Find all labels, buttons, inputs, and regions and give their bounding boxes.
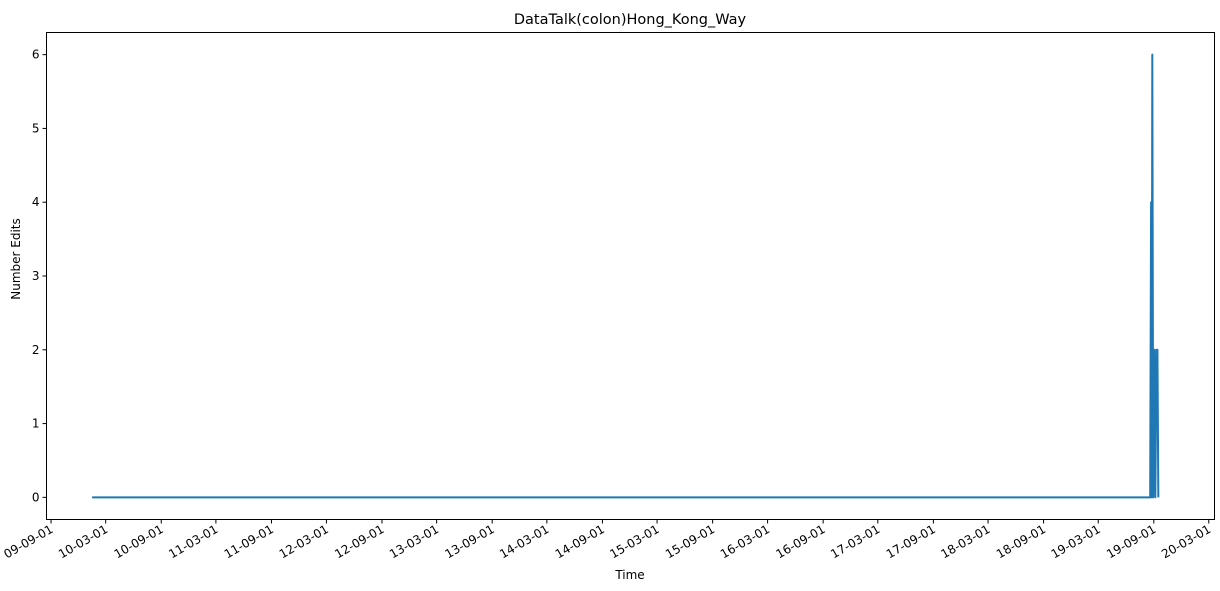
- y-axis-label: Number Edits: [9, 218, 23, 300]
- y-tick-label: 2: [32, 343, 40, 357]
- y-tick-label: 0: [32, 490, 40, 504]
- y-tick-label: 3: [32, 269, 40, 283]
- x-axis-label: Time: [614, 568, 644, 582]
- plot-frame: [46, 32, 1215, 520]
- chart-title: DataTalk(colon)Hong_Kong_Way: [514, 12, 747, 28]
- y-axis: 0 1 2 3 4 5 6: [32, 48, 47, 504]
- plot-area: [92, 53, 1160, 499]
- y-tick-label: 5: [32, 121, 40, 135]
- y-tick-label: 1: [32, 417, 40, 431]
- series-line: [92, 53, 1160, 499]
- y-tick-label: 6: [32, 48, 40, 62]
- y-tick-label: 4: [32, 195, 40, 209]
